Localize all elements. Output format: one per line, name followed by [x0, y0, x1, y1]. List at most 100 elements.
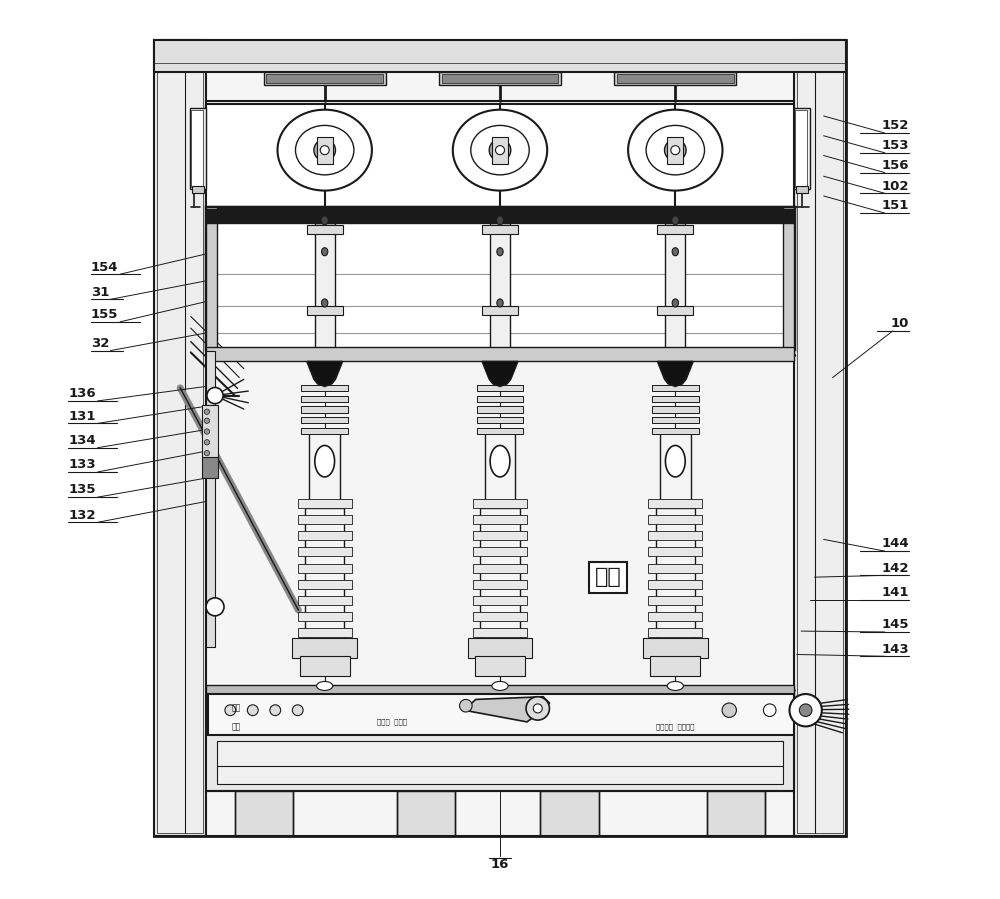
Bar — [473, 612, 527, 621]
Bar — [473, 499, 527, 508]
Bar — [648, 628, 702, 637]
Bar — [192, 186, 204, 193]
Text: 32: 32 — [91, 337, 109, 350]
Text: 136: 136 — [68, 387, 96, 400]
Bar — [656, 508, 695, 638]
Bar — [794, 108, 810, 189]
Ellipse shape — [646, 126, 705, 175]
Bar — [473, 628, 527, 637]
Text: 102: 102 — [882, 180, 909, 192]
Bar — [307, 225, 343, 234]
Ellipse shape — [672, 298, 678, 307]
Bar — [264, 72, 386, 85]
Bar — [492, 137, 508, 164]
Bar — [477, 396, 523, 402]
Bar — [202, 457, 218, 478]
Bar — [485, 432, 515, 503]
Circle shape — [665, 139, 686, 161]
Bar — [208, 694, 794, 735]
Bar — [477, 417, 523, 423]
Bar — [473, 515, 527, 524]
Polygon shape — [657, 361, 693, 387]
Circle shape — [320, 146, 329, 155]
Bar — [298, 515, 352, 524]
Ellipse shape — [492, 681, 508, 690]
Text: 153: 153 — [882, 139, 909, 152]
Bar — [475, 656, 525, 676]
Bar — [648, 531, 702, 540]
Bar — [652, 417, 699, 423]
Text: 145: 145 — [882, 619, 909, 631]
Text: 131: 131 — [68, 410, 96, 423]
Circle shape — [489, 139, 511, 161]
Circle shape — [247, 705, 258, 716]
Circle shape — [722, 703, 736, 717]
Text: 155: 155 — [91, 308, 118, 321]
Bar — [648, 499, 702, 508]
Bar — [797, 43, 843, 833]
Bar — [298, 580, 352, 589]
Bar — [477, 385, 523, 391]
Bar — [473, 564, 527, 573]
Bar — [794, 40, 846, 836]
Bar — [206, 347, 794, 361]
Bar — [490, 223, 510, 349]
Bar — [652, 406, 699, 413]
Text: 156: 156 — [882, 159, 909, 172]
Ellipse shape — [665, 446, 685, 476]
Bar — [315, 223, 335, 349]
Circle shape — [292, 705, 303, 716]
Text: 144: 144 — [881, 538, 909, 550]
Bar — [298, 499, 352, 508]
Bar — [614, 72, 736, 85]
Text: 远程: 远程 — [232, 703, 241, 712]
Circle shape — [789, 694, 822, 726]
Bar — [652, 428, 699, 434]
Text: 154: 154 — [91, 261, 118, 273]
Bar — [648, 580, 702, 589]
Ellipse shape — [497, 248, 503, 255]
Bar — [206, 104, 794, 207]
Ellipse shape — [321, 216, 328, 225]
Ellipse shape — [317, 681, 333, 690]
Bar — [206, 209, 794, 223]
Bar — [217, 741, 783, 784]
Text: 134: 134 — [68, 434, 96, 447]
Text: 151: 151 — [882, 200, 909, 212]
Ellipse shape — [496, 216, 504, 225]
Bar — [783, 207, 794, 349]
Bar — [796, 186, 808, 193]
Bar — [301, 417, 348, 423]
Text: 141: 141 — [882, 586, 909, 599]
Bar — [298, 531, 352, 540]
Bar — [206, 207, 794, 349]
Bar — [317, 137, 333, 164]
Bar — [650, 656, 700, 676]
Bar — [190, 108, 206, 189]
Bar — [648, 547, 702, 556]
Bar — [648, 564, 702, 573]
Bar — [473, 580, 527, 589]
Bar — [652, 385, 699, 391]
Ellipse shape — [295, 126, 354, 175]
Circle shape — [799, 704, 812, 717]
Circle shape — [526, 697, 549, 720]
Ellipse shape — [322, 298, 328, 307]
Bar — [235, 791, 293, 836]
Bar — [397, 791, 455, 836]
Circle shape — [204, 418, 210, 423]
Bar — [298, 628, 352, 637]
Text: 就地: 就地 — [232, 722, 241, 731]
Polygon shape — [482, 361, 518, 387]
Text: 152: 152 — [882, 120, 909, 132]
Circle shape — [270, 705, 281, 716]
Ellipse shape — [277, 110, 372, 191]
Bar — [206, 207, 217, 349]
Circle shape — [496, 146, 504, 155]
Bar — [206, 685, 794, 696]
Bar — [191, 110, 203, 187]
Text: 132: 132 — [68, 509, 96, 521]
Bar — [477, 428, 523, 434]
Bar — [482, 225, 518, 234]
Bar — [154, 40, 206, 836]
